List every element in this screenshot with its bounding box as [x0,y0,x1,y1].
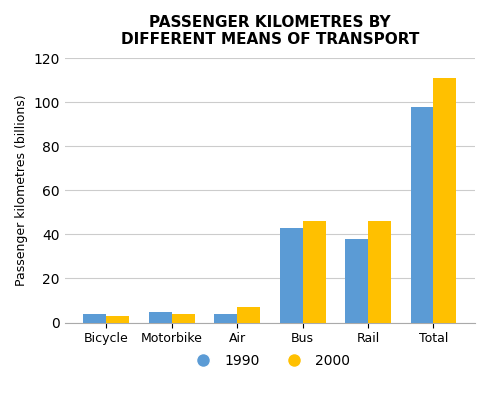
Bar [411,107,434,322]
Bar [303,221,325,322]
Bar [172,314,195,322]
Bar [83,314,106,322]
Title: PASSENGER KILOMETRES BY
DIFFERENT MEANS OF TRANSPORT: PASSENGER KILOMETRES BY DIFFERENT MEANS … [121,15,419,47]
Bar [214,314,237,322]
Bar [237,307,260,322]
Legend: 1990, 2000: 1990, 2000 [184,349,356,374]
Y-axis label: Passenger kilometres (billions): Passenger kilometres (billions) [15,95,28,286]
Bar [434,78,456,322]
Bar [345,239,368,322]
Bar [368,221,391,322]
Bar [106,316,129,322]
Bar [280,228,303,322]
Bar [149,312,172,322]
